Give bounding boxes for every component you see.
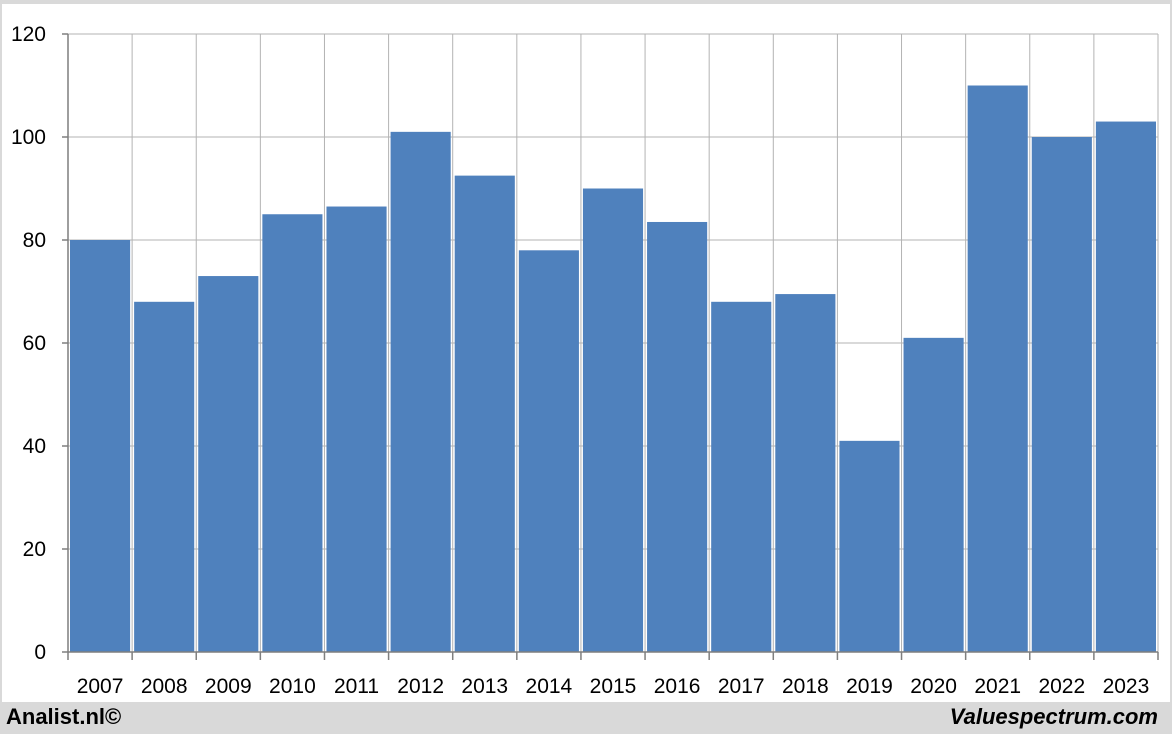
x-tick-label-2008: 2008 — [141, 675, 188, 698]
y-tick-label-40: 40 — [23, 435, 46, 458]
bar-2014 — [518, 250, 579, 653]
y-tick-label-80: 80 — [23, 229, 46, 252]
bar-2010 — [262, 214, 323, 652]
x-tick-label-2010: 2010 — [269, 675, 316, 698]
x-tick-label-2013: 2013 — [461, 675, 508, 698]
x-tick-label-2007: 2007 — [77, 675, 124, 698]
footer-source-right: Valuespectrum.com — [949, 704, 1158, 729]
x-tick-label-2019: 2019 — [846, 675, 893, 698]
bar-2008 — [134, 301, 195, 652]
x-tick-label-2018: 2018 — [782, 675, 829, 698]
bar-2009 — [198, 276, 259, 652]
bar-2018 — [775, 294, 836, 652]
x-tick-label-2011: 2011 — [334, 675, 379, 698]
bar-2017 — [711, 301, 772, 652]
bar-2023 — [1095, 121, 1156, 653]
bar-2015 — [582, 188, 644, 652]
x-tick-label-2012: 2012 — [397, 675, 444, 698]
bar-layer — [70, 85, 1156, 653]
y-tick-label-120: 120 — [11, 23, 46, 46]
bar-2021 — [967, 85, 1028, 652]
bar-2016 — [647, 221, 708, 652]
y-tick-label-100: 100 — [11, 126, 46, 149]
x-tick-label-2022: 2022 — [1038, 675, 1085, 698]
x-tick-label-2021: 2021 — [974, 675, 1021, 698]
x-tick-label-2015: 2015 — [590, 675, 637, 698]
bar-2012 — [390, 131, 451, 653]
x-tick-label-2017: 2017 — [718, 675, 765, 698]
x-tick-label-2014: 2014 — [526, 675, 573, 698]
x-tick-label-2009: 2009 — [205, 675, 252, 698]
y-tick-label-20: 20 — [23, 538, 46, 561]
bar-2022 — [1031, 137, 1092, 652]
axis-layer — [62, 33, 1159, 660]
bar-2020 — [903, 337, 964, 652]
footer-source-left: Analist.nl© — [6, 704, 122, 729]
bar-2013 — [454, 175, 515, 652]
bar-2007 — [70, 240, 131, 652]
x-tick-label-2016: 2016 — [654, 675, 701, 698]
x-tick-label-2020: 2020 — [910, 675, 957, 698]
bar-2019 — [839, 440, 900, 652]
label-layer: 0 20 40 60 80 100 120 2007 2008 2009 2010 2011 2012 2… — [11, 23, 1149, 698]
x-tick-label-2023: 2023 — [1103, 675, 1150, 698]
bar-2011 — [326, 206, 387, 652]
y-tick-label-60: 60 — [23, 332, 46, 355]
y-tick-label-0: 0 — [34, 641, 46, 664]
